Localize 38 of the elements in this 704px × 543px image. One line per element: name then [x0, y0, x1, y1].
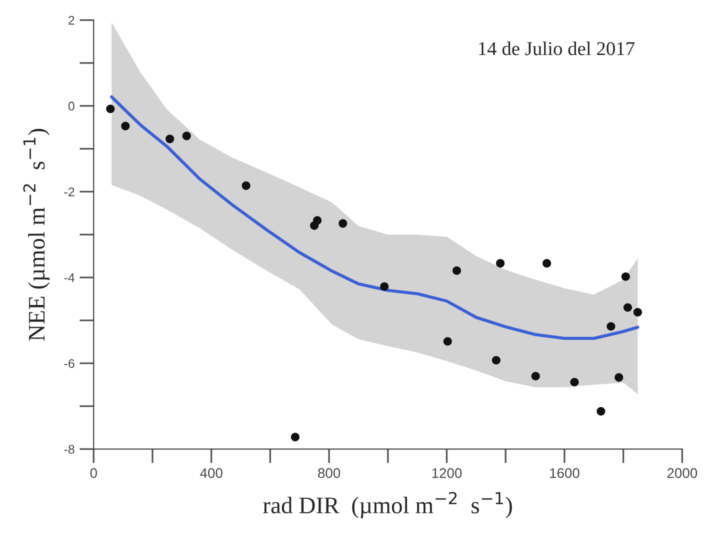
- x-tick-label: 0: [90, 468, 97, 478]
- point: [596, 407, 606, 416]
- line-series: [110, 95, 640, 340]
- x-tick-label: 400: [200, 468, 222, 478]
- point: [633, 308, 642, 316]
- x-tick-label: 1200: [432, 468, 462, 478]
- y-axis-title: NEE (µmol m$^{−2}$ s$^{−1}$): [23, 128, 50, 341]
- point: [492, 356, 500, 365]
- x-tick-label: 2000: [667, 468, 698, 478]
- point: [106, 104, 115, 114]
- point: [242, 181, 250, 190]
- x-axis-title: rad DIR (µmol m$^{−2}$ s$^{−1}$): [263, 492, 512, 518]
- x-tick-label: 1600: [550, 468, 580, 478]
- point: [182, 132, 191, 140]
- point: [338, 219, 348, 228]
- y-tick-label: -6: [64, 359, 74, 368]
- y-tick-label: -8: [64, 444, 74, 454]
- point: [621, 272, 630, 281]
- point: [121, 122, 130, 130]
- y-tick-label: 2: [68, 16, 74, 25]
- point: [542, 259, 552, 268]
- y-tick-label: -2: [64, 187, 74, 196]
- point: [614, 373, 624, 382]
- y-tick-label: 0: [68, 102, 74, 111]
- point: [570, 378, 579, 386]
- point: [496, 259, 505, 268]
- point: [166, 134, 174, 144]
- point: [380, 282, 389, 291]
- point: [623, 303, 632, 312]
- point: [313, 216, 322, 225]
- point: [452, 266, 462, 275]
- point: [531, 372, 540, 380]
- x-tick-label: 800: [318, 468, 340, 478]
- point: [606, 322, 616, 331]
- point: [290, 432, 300, 442]
- y-tick-label: -4: [64, 273, 75, 282]
- annotation: 14 de Julio del 2017: [479, 42, 635, 56]
- point: [443, 337, 452, 346]
